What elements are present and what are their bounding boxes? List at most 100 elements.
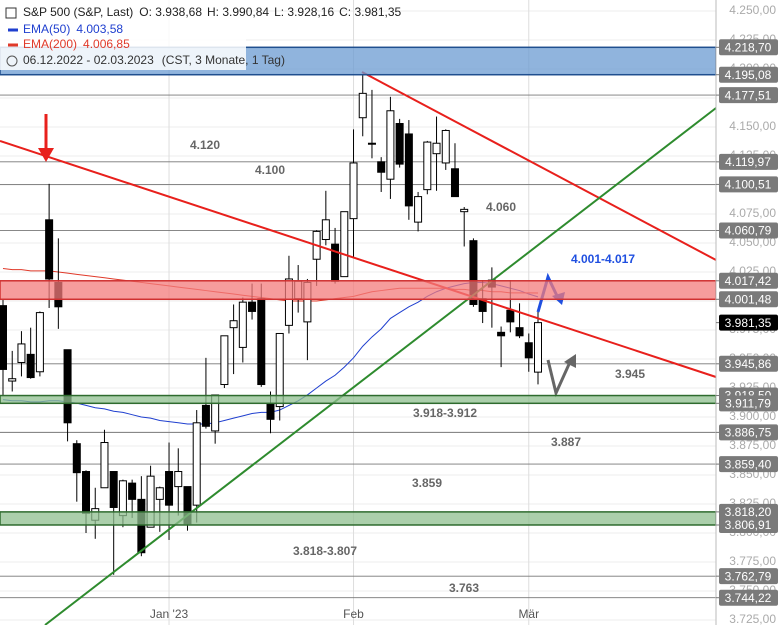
- candle-body: [257, 298, 266, 386]
- price-label: 4.017,42: [725, 274, 772, 288]
- price-label: 3.744,22: [725, 591, 772, 605]
- candle-body: [109, 471, 118, 508]
- candle-body: [506, 309, 515, 323]
- candle-body: [460, 208, 469, 213]
- price-box: [719, 87, 778, 104]
- x-tick-label: Jan '23: [150, 607, 189, 621]
- price-label: 3.818,20: [725, 505, 772, 519]
- annotation: 4.001-4.017: [571, 252, 635, 266]
- x-tick-label: Mär: [518, 607, 539, 621]
- candle-body: [26, 353, 35, 379]
- candle-body: [146, 475, 155, 528]
- price-label: 3.945,86: [725, 357, 772, 371]
- plot-under: [0, 0, 716, 625]
- trend-line: [44, 107, 717, 625]
- candle-body: [174, 471, 183, 488]
- candle-body: [165, 471, 174, 506]
- price-label: 3.859,40: [725, 457, 772, 471]
- price-box: [719, 589, 778, 606]
- candle-body: [45, 219, 54, 280]
- price-label: 3.806,91: [725, 518, 772, 532]
- arrow: [546, 359, 572, 398]
- price-box: [719, 503, 778, 520]
- candle-body: [432, 142, 441, 155]
- candle-body: [82, 471, 91, 514]
- candle-body: [469, 240, 478, 305]
- candle-body: [118, 480, 127, 517]
- price-label: 3.886,75: [725, 426, 772, 440]
- price-label: 4.100,51: [725, 178, 772, 192]
- trend-line: [0, 140, 717, 378]
- x-tick-label: Feb: [343, 607, 364, 621]
- legend-range: 06.12.2022 - 02.03.2023 (CST, 3 Monate, 1…: [23, 53, 285, 67]
- annotation: 3.818-3.807: [293, 544, 357, 558]
- price-label: 4.195,08: [725, 68, 772, 82]
- candle-body: [386, 110, 395, 180]
- price-label: 4.177,51: [725, 88, 772, 102]
- annotation: 4.100: [255, 163, 285, 177]
- candle-body: [248, 301, 257, 312]
- candle-body: [201, 404, 210, 427]
- candle-body: [534, 322, 542, 373]
- plot-drawings: Jan '23 Feb Mär 4.120 4.100 4.060 4.001-4.017 3…: [0, 46, 717, 625]
- annotation: 3.918-3.912: [413, 406, 477, 420]
- price-label: 3.981,35: [725, 316, 772, 330]
- candle-body: [284, 278, 293, 326]
- candle-body: [340, 211, 349, 278]
- candle-body: [17, 343, 26, 363]
- candle-body: [0, 305, 7, 370]
- candle-body: [229, 320, 238, 329]
- candle-body: [414, 196, 423, 223]
- legend-box: [0, 0, 246, 70]
- legend-icon: [5, 7, 17, 19]
- plot-marks: [0, 74, 542, 575]
- candle-body: [358, 92, 367, 119]
- price-box: [719, 222, 778, 239]
- candle-body: [128, 482, 137, 500]
- price-label: 3.762,79: [725, 569, 772, 583]
- arrow-head: [38, 148, 54, 162]
- candle-body: [321, 219, 330, 241]
- candle-body: [395, 123, 404, 165]
- annotation: 3.763: [449, 581, 479, 595]
- annotation: 3.859: [412, 476, 442, 490]
- candle-body: [266, 403, 275, 420]
- zone-band: [0, 280, 717, 301]
- candle-body: [275, 332, 284, 408]
- candle-body: [524, 342, 533, 359]
- price-box: [719, 355, 778, 372]
- candle-body: [497, 331, 506, 337]
- price-label: 3.911,79: [725, 396, 771, 410]
- price-box: [719, 568, 778, 585]
- annotation: 4.120: [190, 138, 220, 152]
- price-box: [719, 66, 778, 83]
- zone-band: [0, 394, 717, 405]
- price-box: [719, 314, 778, 331]
- trend-line: [361, 71, 717, 261]
- candle-body: [192, 422, 201, 506]
- price-box: [719, 39, 778, 56]
- candle-body: [450, 168, 459, 198]
- price-label: 4.060,79: [725, 224, 772, 238]
- clock-icon: [6, 55, 18, 67]
- candle-body: [441, 129, 450, 164]
- candle-body: [72, 443, 81, 474]
- price-box: [719, 456, 778, 473]
- candle-body: [63, 349, 72, 424]
- legend-entry: EMA(200) 4.006,85: [23, 37, 130, 51]
- candle-body: [404, 133, 413, 207]
- y-tick-label: 3.725,00: [729, 612, 776, 625]
- legend: S&P 500 (S&P, Last) O: 3.938,68 H: 3.990,8…: [0, 0, 401, 70]
- arrow-head: [564, 354, 576, 368]
- price-box: [719, 395, 778, 412]
- price-box: [719, 272, 778, 289]
- price-label: 4.119,97: [725, 155, 771, 169]
- candle-body: [35, 312, 44, 373]
- candle-body: [423, 141, 432, 191]
- legend-entry: EMA(50) 4.003,58: [23, 22, 123, 36]
- y-tick-label: 4.050,00: [729, 235, 776, 249]
- candle-body: [137, 498, 146, 554]
- y-tick-label: 3.900,00: [729, 409, 776, 423]
- price-label: 4.001,48: [725, 292, 772, 306]
- candle-body: [155, 487, 164, 500]
